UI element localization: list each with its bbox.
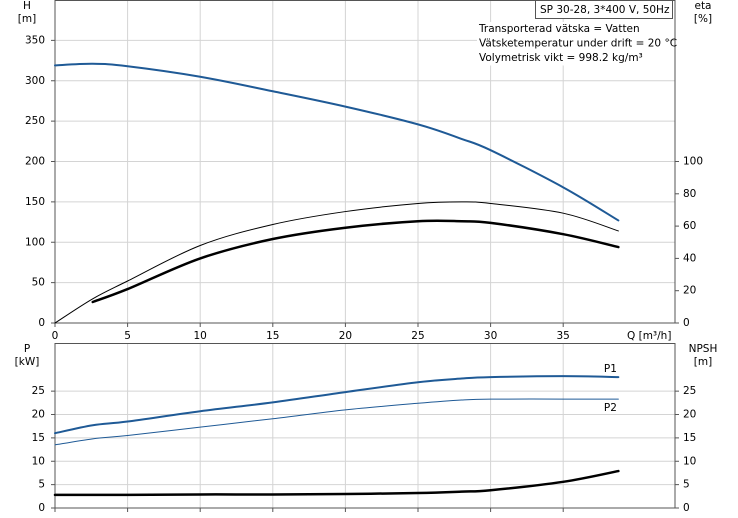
y-tick-label: 0 (38, 317, 45, 329)
series-label: P2 (604, 402, 617, 414)
y2-axis-label: NPSH (689, 343, 718, 355)
info-note: Volymetrisk vikt = 998.2 kg/m³ (479, 52, 643, 64)
curve (53, 469, 620, 497)
curve (91, 219, 620, 304)
y-tick-label: 0 (38, 502, 45, 514)
y2-axis-label: eta (694, 0, 711, 12)
y2-tick-label: 25 (683, 385, 696, 397)
y-tick-label: 25 (32, 385, 45, 397)
x-tick-label: 15 (266, 330, 279, 342)
y-axis-unit: [kW] (15, 356, 40, 368)
plot-frame (54, 343, 676, 509)
y2-tick-label: 40 (683, 252, 696, 264)
x-tick-label: 0 (52, 330, 59, 342)
y-axis-label: P (24, 343, 30, 355)
y2-tick-label: 100 (683, 156, 703, 168)
y-tick-label: 200 (25, 156, 45, 168)
x-tick-label: 20 (339, 330, 352, 342)
curve (54, 201, 619, 324)
y2-tick-label: 10 (683, 455, 696, 467)
y-axis-unit: [m] (18, 13, 36, 25)
y2-axis-unit: [m] (694, 356, 712, 368)
info-note: Transporterad vätska = Vatten (478, 23, 640, 35)
plot-frame (54, 0, 676, 324)
note-bg (477, 22, 667, 37)
y2-tick-label: 0 (683, 317, 690, 329)
note-bg (477, 36, 667, 51)
curve (54, 62, 620, 222)
y2-tick-label: 20 (683, 409, 696, 421)
y2-tick-label: 20 (683, 285, 696, 297)
x-tick-label: 10 (194, 330, 207, 342)
series-label: P1 (604, 363, 617, 375)
y-tick-label: 250 (25, 115, 45, 127)
info-note: Vätsketemperatur under drift = 20 °C (479, 38, 677, 50)
y-tick-label: 20 (32, 409, 45, 421)
y-tick-label: 50 (32, 277, 45, 289)
y-tick-label: 150 (25, 196, 45, 208)
curve (54, 398, 619, 446)
curve (54, 375, 620, 435)
note-bg (477, 51, 667, 66)
y2-axis-unit: [%] (694, 13, 712, 25)
y2-tick-label: 60 (683, 220, 696, 232)
chart-title: SP 30-28, 3*400 V, 50Hz (540, 4, 670, 16)
y2-tick-label: 5 (683, 479, 690, 491)
y2-tick-label: 0 (683, 502, 690, 514)
x-tick-label: 35 (557, 330, 570, 342)
x-tick-label: 25 (411, 330, 424, 342)
y-tick-label: 15 (32, 432, 45, 444)
x-tick-label: 5 (124, 330, 131, 342)
y-tick-label: 100 (25, 236, 45, 248)
x-tick-label: 30 (484, 330, 497, 342)
y2-tick-label: 15 (683, 432, 696, 444)
x-axis-label: Q [m³/h] (627, 330, 671, 342)
y-axis-label: H (23, 0, 31, 12)
y-tick-label: 350 (25, 34, 45, 46)
title-box (535, 0, 673, 19)
y2-tick-label: 80 (683, 188, 696, 200)
y-tick-label: 10 (32, 455, 45, 467)
y-tick-label: 300 (25, 75, 45, 87)
y-tick-label: 5 (38, 479, 45, 491)
